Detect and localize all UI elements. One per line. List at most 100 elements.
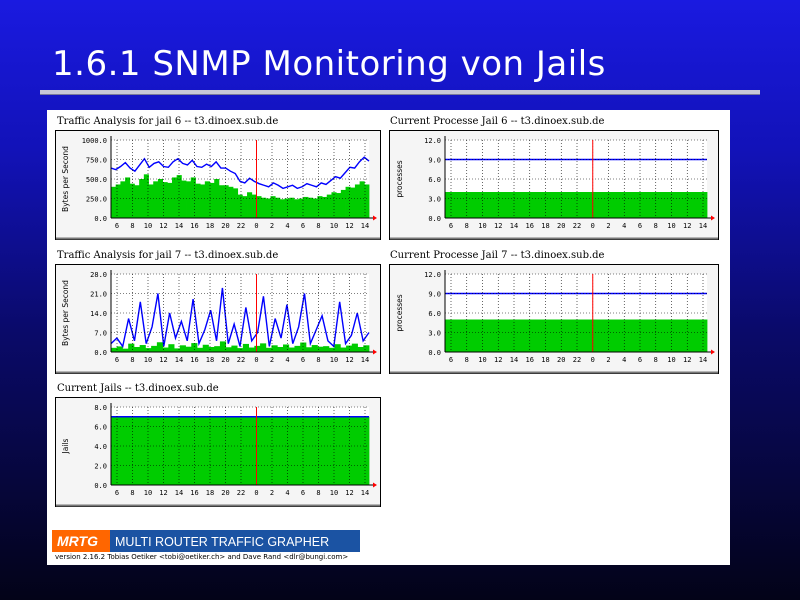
y-tick-label: 0.0 [94, 215, 107, 223]
x-tick-label: 14 [699, 222, 707, 230]
series-in-bar [615, 319, 629, 352]
series-in-bar [254, 345, 261, 352]
series-in-bar [115, 184, 121, 218]
mrtg-logo-short: MRTG [57, 533, 98, 549]
series-in-bar [190, 177, 196, 218]
series-in-bar [242, 343, 249, 352]
series-in-bar [111, 186, 117, 218]
series-in-bar [168, 344, 175, 352]
series-in-bar [240, 416, 254, 485]
series-in-bar [209, 182, 215, 218]
series-in-bar [223, 185, 229, 218]
mrtg-logo: MRTG MULTI ROUTER TRAFFIC GRAPHER [52, 530, 360, 552]
x-tick-label: 2 [270, 489, 274, 497]
series-in-bar [265, 416, 280, 485]
series-in-bar [693, 192, 708, 218]
x-tick-label: 6 [115, 489, 119, 497]
series-in-bar [202, 344, 209, 352]
x-tick-label: 6 [638, 356, 642, 364]
x-tick-label: 2 [606, 356, 610, 364]
x-tick-label: 4 [285, 222, 289, 230]
series-in-bar [188, 416, 202, 485]
x-tick-label: 22 [573, 356, 581, 364]
series-in-bar [219, 341, 227, 352]
series-in-bar [232, 188, 239, 218]
title-divider [40, 90, 760, 95]
series-in-bar [122, 348, 129, 352]
series-in-bar [125, 177, 131, 218]
series-in-bar [641, 192, 655, 218]
series-in-bar [471, 192, 485, 218]
series-in-bar [576, 192, 590, 218]
y-tick-label: 9.0 [428, 291, 441, 299]
x-tick-label: 4 [285, 356, 289, 364]
series-in-bar [231, 345, 238, 352]
y-tick-label: 14.0 [90, 310, 107, 318]
series-in-bar [549, 319, 564, 352]
series-in-bar [576, 319, 590, 352]
x-tick-label: 6 [638, 222, 642, 230]
y-tick-label: 4.0 [94, 443, 107, 451]
y-tick-label: 21.0 [90, 291, 107, 299]
x-tick-label: 14 [175, 222, 183, 230]
series-in-bar [252, 416, 267, 485]
series-in-bar [510, 319, 524, 352]
x-tick-label: 10 [144, 222, 152, 230]
x-tick-label: 22 [237, 222, 245, 230]
x-tick-label: 20 [557, 222, 565, 230]
y-tick-label: 12.0 [424, 137, 441, 145]
graph-title-processes-jail6: Current Processe Jail 6 -- t3.dinoex.sub… [390, 116, 605, 127]
series-in-bar [334, 344, 341, 352]
x-tick-label: 18 [541, 356, 549, 364]
chart-processes-jail6: 12.0 9.0 6.0 3.0 0.0 6 8 10 12 14 16 18 20 22 0 2 4 6 8 10 1… [389, 130, 719, 240]
y-axis-label: processes [395, 160, 404, 197]
x-axis-arrow [373, 215, 377, 221]
chart-processes-jail7: 12.0 9.0 6.0 3.0 0.0 6 8 10 12 14 16 18 20 22 0 2 4 6 8 10 1… [389, 264, 719, 374]
series-in-bar [356, 416, 370, 485]
graph-title-processes-jail7: Current Processe Jail 7 -- t3.dinoex.sub… [390, 250, 605, 261]
x-tick-label: 12 [683, 356, 691, 364]
x-tick-label: 8 [316, 356, 320, 364]
series-in-bar [549, 192, 564, 218]
series-in-bar [351, 343, 358, 352]
series-in-bar [133, 346, 141, 352]
y-tick-label: 6.0 [94, 424, 107, 432]
x-tick-label: 8 [654, 222, 658, 230]
series-in-bar [323, 346, 330, 352]
x-tick-label: 0 [254, 489, 258, 497]
x-tick-label: 8 [130, 489, 134, 497]
series-in-bar [134, 185, 140, 218]
graph-title-traffic-jail7: Traffic Analysis for jail 7 -- t3.dinoex… [57, 250, 279, 261]
series-in-bar [181, 180, 187, 218]
series-in-bar [317, 346, 324, 352]
series-in-bar [311, 345, 318, 352]
x-tick-label: 4 [285, 489, 289, 497]
series-in-bar [228, 186, 234, 218]
series-in-bar [162, 416, 176, 485]
y-axis-label: processes [395, 294, 404, 331]
series-in-bar [186, 181, 192, 218]
series-in-bar [359, 181, 365, 218]
x-tick-label: 12 [345, 222, 353, 230]
x-tick-label: 6 [449, 222, 453, 230]
series-in-bar [111, 416, 125, 485]
x-tick-label: 12 [159, 222, 167, 230]
x-tick-label: 14 [510, 356, 518, 364]
series-in-bar [654, 192, 669, 218]
x-tick-label: 14 [175, 356, 183, 364]
series-in-bar [304, 416, 318, 485]
series-in-bar [261, 197, 267, 218]
x-tick-label: 14 [510, 222, 518, 230]
x-tick-label: 8 [130, 222, 134, 230]
x-tick-label: 6 [115, 356, 119, 364]
series-in-bar [298, 198, 304, 218]
y-tick-label: 3.0 [428, 196, 441, 204]
series-in-bar [275, 197, 281, 218]
series-in-bar [145, 348, 152, 352]
series-in-bar [225, 347, 232, 352]
x-tick-label: 22 [573, 222, 581, 230]
x-axis-arrow [373, 349, 377, 355]
x-tick-label: 18 [206, 489, 214, 497]
series-in-bar [654, 319, 669, 352]
